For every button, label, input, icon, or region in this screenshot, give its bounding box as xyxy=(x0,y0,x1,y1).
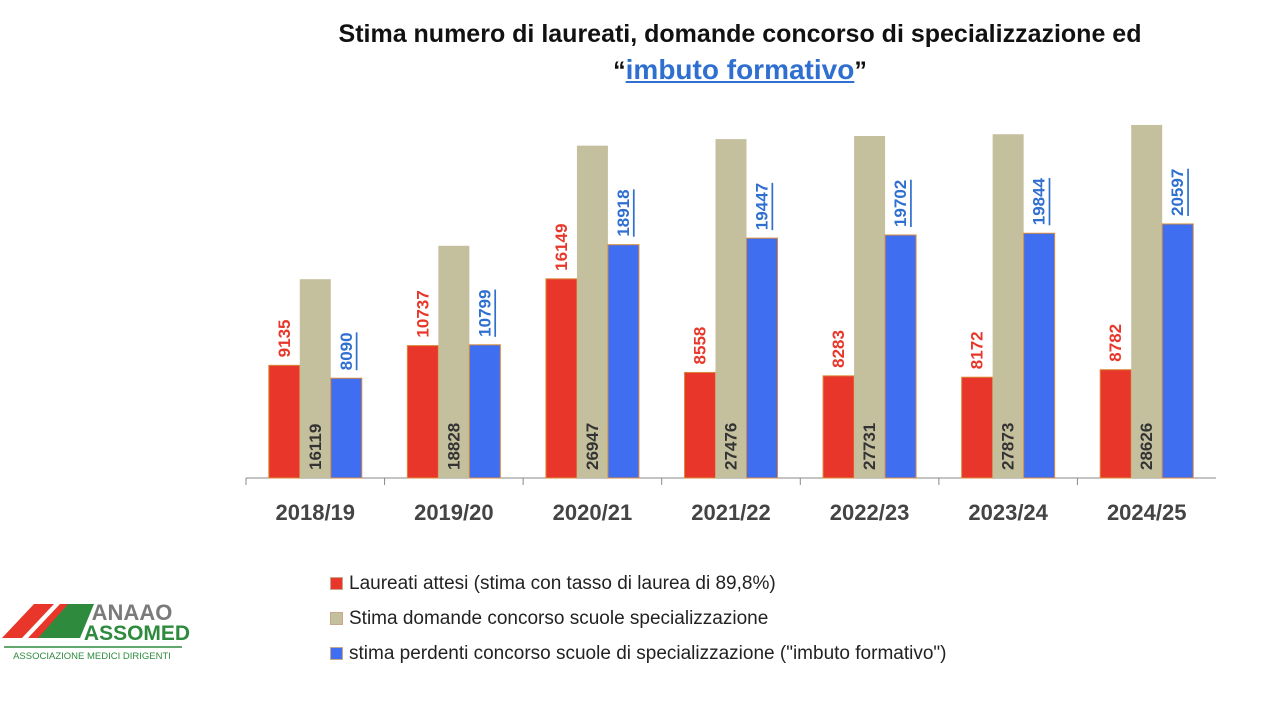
x-tick-label: 2023/24 xyxy=(968,500,1048,525)
data-label-domande: 28626 xyxy=(1137,423,1156,470)
x-tick-label: 2020/21 xyxy=(553,500,633,525)
logo-red-stripe-1 xyxy=(2,604,54,638)
chart-title: Stima numero di laureati, domande concor… xyxy=(240,16,1240,89)
bar-perdenti xyxy=(1161,223,1194,479)
bar-perdenti xyxy=(330,377,363,479)
data-label-laureati: 16149 xyxy=(552,224,571,271)
logo-text-association: ASSOCIAZIONE MEDICI DIRIGENTI xyxy=(13,651,171,662)
legend-item-perdenti: stima perdenti concorso scuole di specia… xyxy=(330,636,946,671)
data-label-perdenti: 19447 xyxy=(753,183,772,230)
x-tick-label: 2018/19 xyxy=(276,500,356,525)
legend-label-perdenti: stima perdenti concorso scuole di specia… xyxy=(349,642,947,664)
bar-laureati xyxy=(1099,369,1132,479)
title-highlight: imbuto formativo xyxy=(625,54,855,85)
data-label-perdenti: 20597 xyxy=(1168,169,1187,216)
data-label-domande: 16119 xyxy=(306,424,325,470)
data-label-domande: 27873 xyxy=(999,423,1018,470)
bar-laureati xyxy=(268,364,301,479)
legend-label-laureati: Laureati attesi (stima con tasso di laur… xyxy=(349,572,776,594)
data-label-laureati: 10737 xyxy=(413,290,432,337)
legend-swatch-perdenti xyxy=(330,647,343,660)
data-label-perdenti: 19844 xyxy=(1030,177,1049,225)
data-label-domande: 18828 xyxy=(444,423,463,470)
legend-swatch-laureati xyxy=(330,577,343,590)
legend-item-laureati: Laureati attesi (stima con tasso di laur… xyxy=(330,566,946,601)
bar-domande xyxy=(854,135,886,479)
bar-domande xyxy=(992,134,1024,478)
bar-laureati xyxy=(822,375,855,479)
title-quote-close: ” xyxy=(854,57,867,85)
bar-domande xyxy=(715,139,747,478)
data-label-laureati: 9135 xyxy=(275,320,294,358)
bar-laureati xyxy=(684,371,716,479)
bar-domande xyxy=(1131,124,1163,479)
x-tick-label: 2019/20 xyxy=(414,500,494,525)
bar-domande xyxy=(438,245,470,478)
x-tick-label: 2022/23 xyxy=(830,500,910,525)
chart-legend: Laureati attesi (stima con tasso di laur… xyxy=(330,566,946,671)
bar-laureati xyxy=(406,345,439,479)
data-label-domande: 27476 xyxy=(722,423,741,470)
legend-swatch-domande xyxy=(330,612,343,625)
bar-chart: 2018/19 9135 16119 8090 2019/20 10737 18828 107… xyxy=(245,124,1216,525)
bar-domande xyxy=(299,279,331,478)
title-quote-open: “ xyxy=(613,57,626,85)
bar-domande xyxy=(576,145,608,478)
x-tick-label: 2021/22 xyxy=(691,500,771,525)
anaao-assomed-logo: ANAAO ASSOMED ASSOCIAZIONE MEDICI DIRIGE… xyxy=(2,600,190,662)
bar-laureati xyxy=(545,278,578,479)
bar-perdenti xyxy=(746,237,778,479)
title-line-1: Stima numero di laureati, domande concor… xyxy=(338,20,1142,48)
legend-label-domande: Stima domande concorso scuole specializz… xyxy=(349,607,769,629)
data-label-perdenti: 8090 xyxy=(337,332,356,370)
data-label-perdenti: 19702 xyxy=(891,180,910,227)
data-label-laureati: 8782 xyxy=(1106,324,1125,362)
logo-green-roof xyxy=(38,604,94,638)
legend-item-domande: Stima domande concorso scuole specializz… xyxy=(330,601,946,636)
data-label-perdenti: 10799 xyxy=(475,290,494,337)
bar-laureati xyxy=(961,376,994,479)
data-label-domande: 27731 xyxy=(860,423,879,470)
logo-text-anaao: ANAAO xyxy=(92,600,173,625)
title-line-2: “imbuto formativo” xyxy=(240,52,1240,89)
bar-perdenti xyxy=(468,344,501,479)
logo-text-assomed: ASSOMED xyxy=(84,622,190,645)
data-label-laureati: 8172 xyxy=(968,331,987,369)
bar-perdenti xyxy=(884,234,917,479)
data-label-laureati: 8283 xyxy=(829,330,848,368)
data-label-perdenti: 18918 xyxy=(614,189,633,236)
bar-perdenti xyxy=(607,244,640,479)
x-tick-label: 2024/25 xyxy=(1107,500,1187,525)
data-label-domande: 26947 xyxy=(583,423,602,470)
data-label-laureati: 8558 xyxy=(691,327,710,365)
bar-perdenti xyxy=(1023,232,1056,479)
